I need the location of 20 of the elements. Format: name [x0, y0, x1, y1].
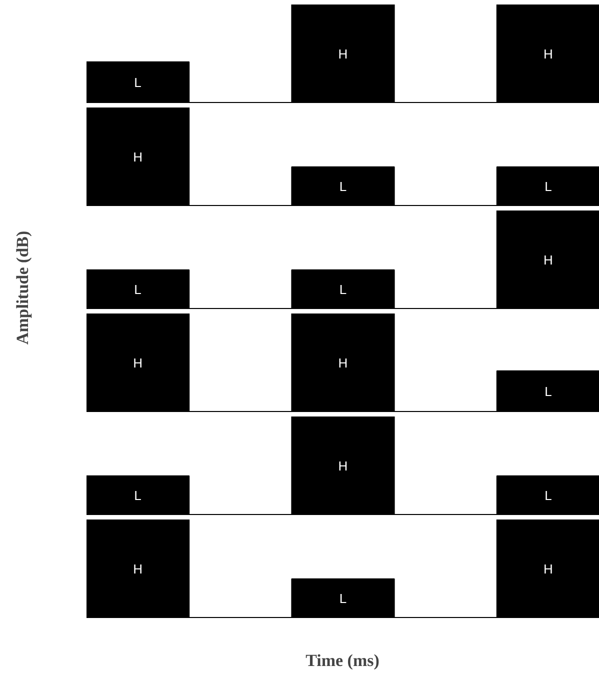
- annotation: H: [133, 150, 142, 164]
- annotation: H: [133, 562, 142, 576]
- annotation: H: [544, 562, 553, 576]
- annotation: L: [544, 384, 552, 400]
- annotation: L: [134, 282, 142, 298]
- annotation: H: [338, 46, 348, 62]
- x-axis-title: Time (ms): [306, 651, 380, 670]
- annotation: L: [339, 179, 347, 194]
- annotation: L: [544, 179, 552, 194]
- annotation: L: [544, 488, 552, 504]
- annotation: L: [339, 282, 347, 298]
- annotation: H: [544, 46, 553, 62]
- annotation: H: [338, 356, 348, 370]
- annotation: H: [338, 458, 348, 474]
- annotation: H: [133, 356, 142, 370]
- annotation: L: [134, 488, 142, 504]
- y-axis-title: Amplitude (dB): [13, 230, 32, 345]
- annotation: L: [134, 75, 142, 90]
- annotation: H: [544, 252, 553, 268]
- annotation: L: [339, 591, 347, 606]
